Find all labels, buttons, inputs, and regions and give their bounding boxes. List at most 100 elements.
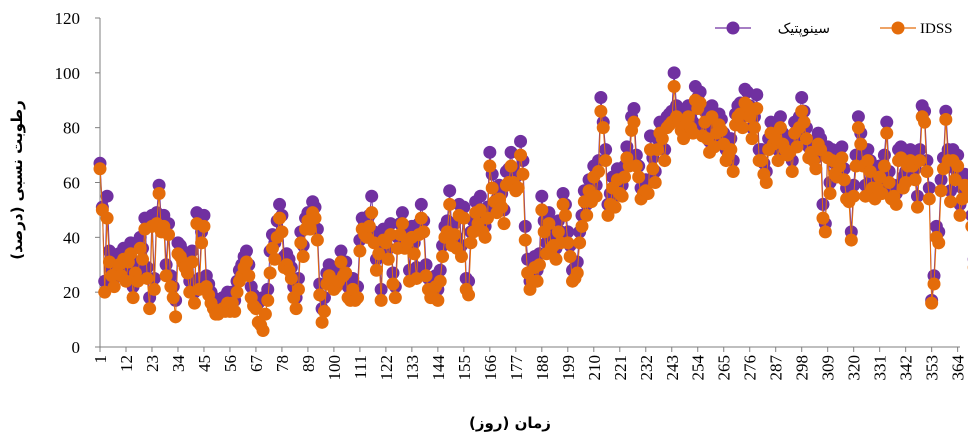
x-tick-label: 23 [143,355,162,372]
x-tick-label: 287 [767,355,786,381]
data-point [556,186,570,200]
x-tick-label: 265 [715,355,734,381]
x-tick-label: 89 [299,355,318,372]
data-point [880,126,894,140]
data-point [273,211,287,225]
data-point [847,178,861,192]
x-tick-label: 133 [403,355,422,381]
x-tick-label: 188 [533,355,552,381]
x-tick-label: 56 [221,355,240,372]
x-tick-label: 364 [949,355,968,381]
data-point [934,173,948,187]
data-point [556,197,570,211]
data-point [750,101,764,115]
data-point [799,132,813,146]
data-point [511,181,525,195]
data-point [873,170,887,184]
data-point [143,302,157,316]
data-point [809,162,823,176]
data-point [483,159,497,173]
x-tick-label: 331 [871,355,890,381]
y-tick-label: 20 [63,283,80,302]
x-tick-label: 309 [819,355,838,381]
data-point [230,285,244,299]
data-point [119,274,133,288]
data-point [124,247,138,261]
data-point [261,282,275,296]
data-point [433,263,447,277]
data-point [615,189,629,203]
data-point [918,115,932,129]
legend: IDSS سینوپتیک [715,21,953,37]
data-point [147,282,161,296]
x-tick-label: 353 [923,355,942,381]
data-point [580,208,594,222]
data-point [395,206,409,220]
data-point [535,203,549,217]
data-point [228,304,242,318]
data-point [835,151,849,165]
data-point [667,80,681,94]
x-axis-title: زمان (روز) [469,414,551,432]
data-point [925,296,939,310]
x-tick-label: 320 [845,355,864,381]
data-point [558,208,572,222]
data-point [372,247,386,261]
data-point [951,159,965,173]
x-tick-label: 100 [325,355,344,381]
data-point [847,189,861,203]
data-point [573,236,587,250]
data-point [353,244,367,258]
data-point [759,176,773,189]
data-point [339,266,353,280]
data-point [561,225,575,239]
x-tick-label: 122 [377,355,396,381]
data-point [261,293,275,307]
data-point [880,115,894,129]
legend-item: سینوپتیک [715,21,830,37]
data-point [185,244,199,258]
data-point [771,154,785,168]
data-point [844,233,858,247]
data-point [962,187,968,200]
data-point [436,250,450,264]
legend-item: IDSS [880,21,953,37]
data-point [910,189,924,203]
data-point [632,170,646,184]
data-point [388,291,402,305]
y-tick-label: 80 [63,119,80,138]
data-point [818,225,832,239]
legend-label: سینوپتیک [778,21,830,37]
data-point [242,269,256,283]
data-point [785,165,799,179]
data-point [934,184,948,198]
data-point [913,154,927,168]
data-point [608,200,622,214]
x-tick-label: 34 [169,355,188,373]
data-point [291,282,305,296]
data-point [795,104,809,118]
data-point [431,293,445,307]
data-point [913,143,927,157]
data-point [646,162,660,176]
data-point [618,170,632,184]
data-point [542,217,556,231]
series-idss [93,80,968,338]
data-point [180,266,194,280]
data-point [136,252,150,266]
data-point [197,219,211,233]
x-tick-label: 155 [455,355,474,381]
x-tick-label: 144 [429,355,448,381]
data-point [875,186,889,200]
data-point [395,217,409,231]
data-point [714,123,728,137]
x-tick-label: 298 [793,355,812,381]
data-point [797,115,811,129]
data-point [100,211,114,225]
data-point [755,154,769,168]
data-point [256,324,270,338]
data-point [851,110,865,124]
data-point [457,211,471,225]
data-point [514,134,528,148]
data-point [249,302,263,316]
